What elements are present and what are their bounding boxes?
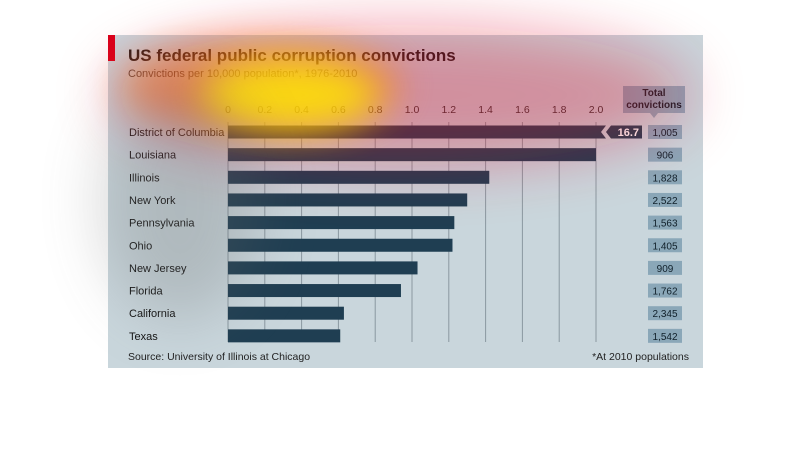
x-tick-label: 1.0 bbox=[405, 104, 420, 116]
x-tick-label: 2.0 bbox=[589, 104, 604, 116]
category-label: Illinois bbox=[129, 172, 160, 184]
total-value: 909 bbox=[657, 264, 674, 275]
total-value: 906 bbox=[657, 151, 674, 162]
x-tick-label: 1.8 bbox=[552, 104, 567, 116]
x-tick-label: 1.4 bbox=[478, 104, 493, 116]
bar bbox=[228, 284, 401, 298]
total-value: 1,563 bbox=[652, 219, 677, 230]
category-label: Texas bbox=[129, 331, 158, 343]
source-note: Source: University of Illinois at Chicag… bbox=[128, 351, 311, 363]
x-tick-label: 0.6 bbox=[331, 104, 346, 116]
bar-data-label: 16.7 bbox=[618, 127, 639, 139]
category-label: New York bbox=[129, 195, 176, 207]
bar bbox=[228, 216, 455, 230]
category-label: New Jersey bbox=[129, 263, 187, 275]
bar bbox=[228, 238, 453, 252]
footnote: *At 2010 populations bbox=[592, 351, 689, 363]
total-cell bbox=[648, 192, 682, 207]
bar bbox=[228, 148, 596, 162]
bar bbox=[228, 329, 341, 343]
total-value: 2,345 bbox=[652, 309, 677, 320]
total-cell bbox=[648, 306, 682, 321]
total-cell bbox=[648, 283, 682, 298]
total-cell bbox=[648, 170, 682, 185]
total-value: 1,405 bbox=[652, 241, 677, 252]
x-tick-label: 1.6 bbox=[515, 104, 530, 116]
bar bbox=[228, 193, 468, 207]
total-value: 1,762 bbox=[652, 287, 677, 298]
x-tick-label: 0.2 bbox=[257, 104, 272, 116]
x-tick-label: 0.8 bbox=[368, 104, 383, 116]
total-cell bbox=[648, 215, 682, 230]
x-tick-label: 0.4 bbox=[294, 104, 309, 116]
total-cell bbox=[648, 238, 682, 253]
category-label: Louisiana bbox=[129, 150, 177, 162]
total-cell bbox=[648, 260, 682, 275]
bar bbox=[228, 125, 642, 139]
total-value: 1,542 bbox=[652, 332, 677, 343]
x-tick-label: 1.2 bbox=[441, 104, 456, 116]
total-value: 2,522 bbox=[652, 196, 677, 207]
category-label: Florida bbox=[129, 286, 164, 298]
total-value: 1,005 bbox=[652, 128, 677, 139]
total-cell bbox=[648, 328, 682, 343]
category-label: California bbox=[129, 308, 176, 320]
bar bbox=[228, 170, 490, 184]
bar bbox=[228, 261, 418, 275]
x-tick-label: 0 bbox=[225, 104, 231, 116]
bar bbox=[228, 306, 344, 320]
category-label: Ohio bbox=[129, 240, 152, 252]
category-label: District of Columbia bbox=[129, 127, 225, 139]
category-label: Pennsylvania bbox=[129, 218, 195, 230]
total-value: 1,828 bbox=[652, 173, 677, 184]
